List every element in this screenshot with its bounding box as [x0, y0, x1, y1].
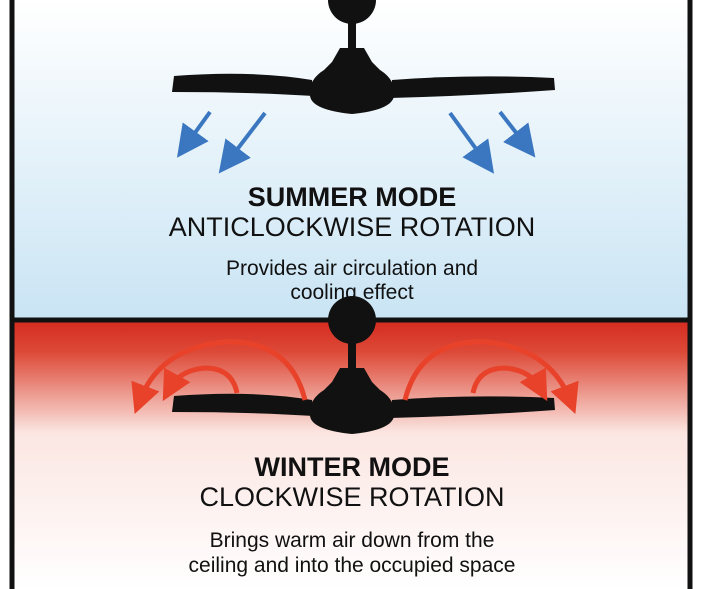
summer-description: Provides air circulation and — [226, 257, 478, 280]
diagram: SUMMER MODE ANTICLOCKWISE ROTATION Provi… — [0, 0, 701, 589]
summer-description: cooling effect — [290, 281, 414, 304]
page: {"summer": {"title": "SUMMER MODE", "sub… — [0, 0, 701, 589]
winter-description: Brings warm air down from the — [210, 529, 495, 552]
winter-subtitle: CLOCKWISE ROTATION — [199, 482, 504, 512]
summer-title: SUMMER MODE — [248, 182, 457, 212]
winter-title: WINTER MODE — [255, 452, 450, 482]
summer-subtitle: ANTICLOCKWISE ROTATION — [169, 212, 536, 242]
winter-description: ceiling and into the occupied space — [189, 554, 516, 577]
